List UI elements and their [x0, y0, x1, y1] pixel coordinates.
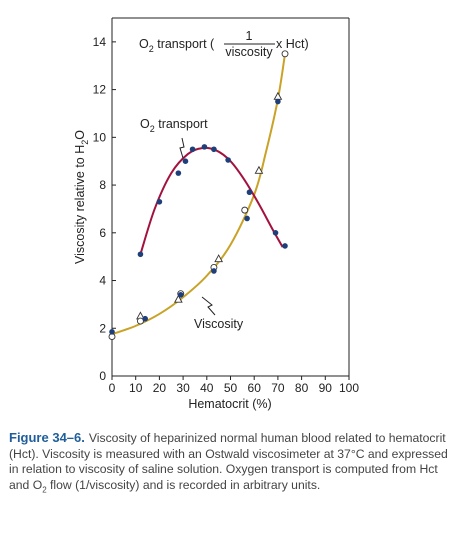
y-axis-label: Viscosity relative to H2O	[73, 130, 90, 264]
x-tick-label: 50	[224, 381, 238, 395]
x-tick-label: 10	[129, 381, 143, 395]
x-tick-label: 20	[153, 381, 167, 395]
y-tick-label: 14	[93, 35, 107, 49]
x-tick-label: 30	[176, 381, 190, 395]
y-tick-label: 8	[99, 178, 106, 192]
viscosity-open-point	[281, 50, 289, 58]
viscosity-chart: 0 10 20 30 40 50 60 70 80 90 100 0 2 4 6 8 10 12 14 Hemat…	[73, 17, 359, 411]
o2-data-point	[175, 170, 182, 176]
x-ticks: 0 10 20 30 40 50 60 70 80 90 100	[109, 376, 359, 395]
formula-annotation: O2 transport ( 1 viscosity x Hct)	[139, 29, 309, 59]
y-tick-label: 12	[93, 83, 107, 97]
svg-text:O2 transport: O2 transport	[140, 117, 208, 134]
viscosity-label-group: Viscosity	[194, 296, 244, 331]
viscosity-open-point	[136, 317, 144, 325]
viscosity-pointer	[201, 296, 216, 316]
o2-pointer	[179, 137, 185, 159]
o2-data-point	[211, 146, 217, 153]
caption-text-2: flow (1/viscosity) and is recorded in ar…	[46, 477, 321, 492]
viscosity-filled-point	[275, 98, 281, 105]
x-tick-label: 90	[319, 381, 333, 395]
x-tick-label: 70	[271, 381, 285, 395]
viscosity-triangle-point	[254, 165, 264, 174]
caption-label: Figure 34–6.	[9, 430, 85, 445]
x-tick-label: 0	[109, 381, 116, 395]
y-tick-label: 6	[99, 226, 106, 240]
viscosity-label: Viscosity	[194, 317, 244, 331]
o2-data-point	[137, 251, 144, 258]
viscosity-triangle-point	[273, 91, 283, 100]
viscosity-filled-point	[109, 329, 115, 335]
viscosity-triangle-point	[214, 254, 224, 263]
viscosity-curve	[111, 53, 286, 336]
y-tick-label: 10	[93, 130, 107, 144]
formula-numerator: 1	[246, 29, 253, 43]
viscosity-filled-point	[142, 315, 148, 322]
figure-caption: Figure 34–6. Viscosity of heparinized nor…	[9, 430, 455, 498]
o2-data-point	[272, 230, 279, 236]
curves	[111, 53, 286, 336]
o2-data-point	[156, 198, 163, 205]
o2-data-point	[189, 146, 196, 153]
caption-sub: 2	[42, 485, 47, 495]
y-tick-label: 0	[99, 369, 106, 383]
formula-denominator: viscosity	[225, 45, 273, 59]
viscosity-triangle-point	[174, 294, 183, 303]
y-tick-label: 4	[99, 274, 106, 288]
viscosity-open-point	[241, 206, 249, 214]
x-tick-label: 40	[200, 381, 214, 395]
o2-data-point	[182, 158, 189, 164]
plot-area	[111, 17, 350, 377]
o2-transport-label: O2 transport	[140, 117, 208, 159]
viscosity-filled-point	[211, 268, 217, 274]
y-tick-label: 2	[99, 321, 106, 335]
x-axis-label: Hematocrit (%)	[188, 397, 271, 411]
viscosity-filled-point	[177, 292, 184, 298]
o2-data-point	[225, 157, 231, 163]
markers	[108, 50, 289, 341]
svg-text:O2 transport (: O2 transport (	[139, 37, 215, 54]
x-tick-label: 100	[339, 381, 359, 395]
y-ticks: 0 2 4 6 8 10 12 14	[93, 35, 116, 383]
o2-data-point	[282, 243, 288, 249]
x-tick-label: 80	[295, 381, 309, 395]
x-tick-label: 60	[248, 381, 262, 395]
viscosity-filled-point	[244, 215, 250, 222]
o2-data-point	[201, 144, 208, 150]
formula-suffix: x Hct)	[276, 37, 309, 51]
o2-data-point	[246, 189, 253, 196]
caption-text-1: Viscosity of heparinized normal human bl…	[9, 431, 448, 492]
